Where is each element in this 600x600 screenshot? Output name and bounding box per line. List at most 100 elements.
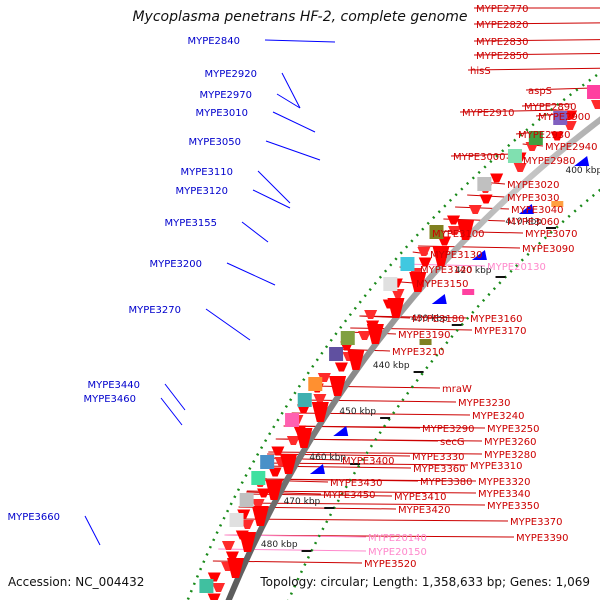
gene-feature [551, 201, 564, 207]
gene-label: MYPE2820 [476, 20, 529, 31]
gene-label: MYPE3260 [484, 437, 537, 448]
label-leader [309, 385, 441, 389]
forward-gene [240, 520, 254, 529]
scale-tick-label: 420 kbp [455, 266, 492, 276]
forward-gene [550, 131, 564, 141]
reverse-gene [518, 204, 534, 214]
forward-gene [513, 163, 527, 172]
gene-label: MYPE3440 [87, 380, 140, 391]
gene-feature [260, 455, 275, 469]
forward-gene [358, 331, 372, 340]
label-leader [473, 53, 600, 56]
gene-label: MYPE3050 [188, 137, 241, 148]
forward-gene [286, 436, 300, 445]
forward-gene [409, 272, 427, 292]
gene-feature [251, 471, 266, 485]
gene-label: MYPE2840 [187, 36, 240, 47]
label-leader [431, 230, 524, 234]
gene-feature [400, 257, 415, 271]
gene-feature [587, 85, 600, 99]
gene-feature [239, 493, 254, 507]
scale-tick-label: 430 kbp [411, 314, 448, 324]
reverse-gene [574, 156, 590, 166]
gene-feature [462, 289, 475, 295]
scale-tick-label: 450 kbp [339, 407, 376, 417]
gene-feature [429, 225, 444, 239]
label-leader [467, 67, 600, 71]
gene-label: MYPE3155 [164, 218, 217, 229]
scale-tick-label: 400 kbp [565, 166, 600, 176]
forward-gene [391, 289, 405, 298]
label-leader [276, 93, 301, 109]
gene-feature [297, 393, 312, 407]
scale-tick-label: 440 kbp [373, 361, 410, 371]
forward-gene [447, 226, 461, 235]
gene-label: MYPE3110 [180, 167, 233, 178]
gene-label: MYPE3010 [195, 108, 248, 119]
label-leader [264, 39, 336, 43]
gene-label: MYPE3430 [330, 478, 383, 489]
forward-gene [457, 220, 475, 240]
gene-label: MYPE3250 [487, 424, 540, 435]
label-leader [246, 491, 322, 495]
gene-label: MYPE3390 [516, 533, 569, 544]
gene-label: MYPE3100 [432, 229, 485, 240]
label-leader [459, 109, 564, 113]
gene-label: MYPE3340 [478, 489, 531, 500]
forward-gene [265, 480, 283, 500]
gene-feature [507, 149, 522, 163]
gene-label: hisS [470, 66, 491, 77]
gene-label: MYPE3070 [525, 229, 578, 240]
gene-feature [477, 177, 492, 191]
gene-label: MYPE3420 [398, 505, 451, 516]
forward-gene [251, 506, 269, 526]
forward-gene [432, 246, 450, 266]
gene-label: MYPE2940 [545, 142, 598, 153]
forward-gene [366, 324, 384, 344]
gene-label: MYPE3090 [522, 244, 575, 255]
gene-label: MYPE3270 [128, 305, 181, 316]
forward-gene [271, 446, 285, 456]
gene-label: MYPE3120 [175, 186, 228, 197]
forward-gene [221, 541, 235, 550]
gene-feature [285, 413, 300, 427]
genome-backbone [225, 116, 600, 600]
forward-gene [257, 488, 271, 498]
gene-label: MYPE3190 [398, 330, 451, 341]
gene-label: MYPE2970 [199, 90, 252, 101]
gene-label: mraW [442, 384, 472, 395]
gene-feature [340, 331, 355, 345]
forward-gene [417, 247, 431, 256]
gene-label: MYPE2850 [476, 51, 529, 62]
label-leader [241, 221, 269, 243]
gene-label: MYPE3210 [392, 347, 445, 358]
reverse-gene [431, 294, 447, 304]
gene-label: MYPE3020 [507, 180, 560, 191]
scale-tick-label: 410 kbp [505, 217, 542, 227]
reverse-gene [333, 426, 349, 436]
gene-label: MYPE2930 [518, 130, 571, 141]
forward-gene [334, 362, 348, 372]
forward-gene [468, 205, 482, 214]
label-leader [281, 72, 301, 109]
gene-feature [308, 377, 323, 391]
gene-label: MYPE3310 [470, 461, 523, 472]
gene-label: MYPE3200 [149, 259, 202, 270]
scale-tick-label: 460 kbp [309, 453, 346, 463]
gene-label: MYPE3400 [342, 456, 395, 467]
label-leader [272, 111, 316, 133]
gene-label: MYPE3180 [412, 314, 465, 325]
forward-gene [313, 394, 327, 403]
forward-gene [564, 110, 578, 120]
label-leader [164, 383, 186, 411]
gene-label: MYPE3170 [474, 326, 527, 337]
label-leader [246, 490, 477, 494]
reverse-gene [471, 250, 487, 260]
gene-label: MYPE3040 [511, 205, 564, 216]
gene-label: MYPE2920 [204, 69, 257, 80]
gene-label: MYPE3410 [394, 492, 447, 503]
label-leader [160, 397, 183, 426]
forward-gene [418, 257, 432, 267]
gene-label: MYPE3130 [430, 250, 483, 261]
